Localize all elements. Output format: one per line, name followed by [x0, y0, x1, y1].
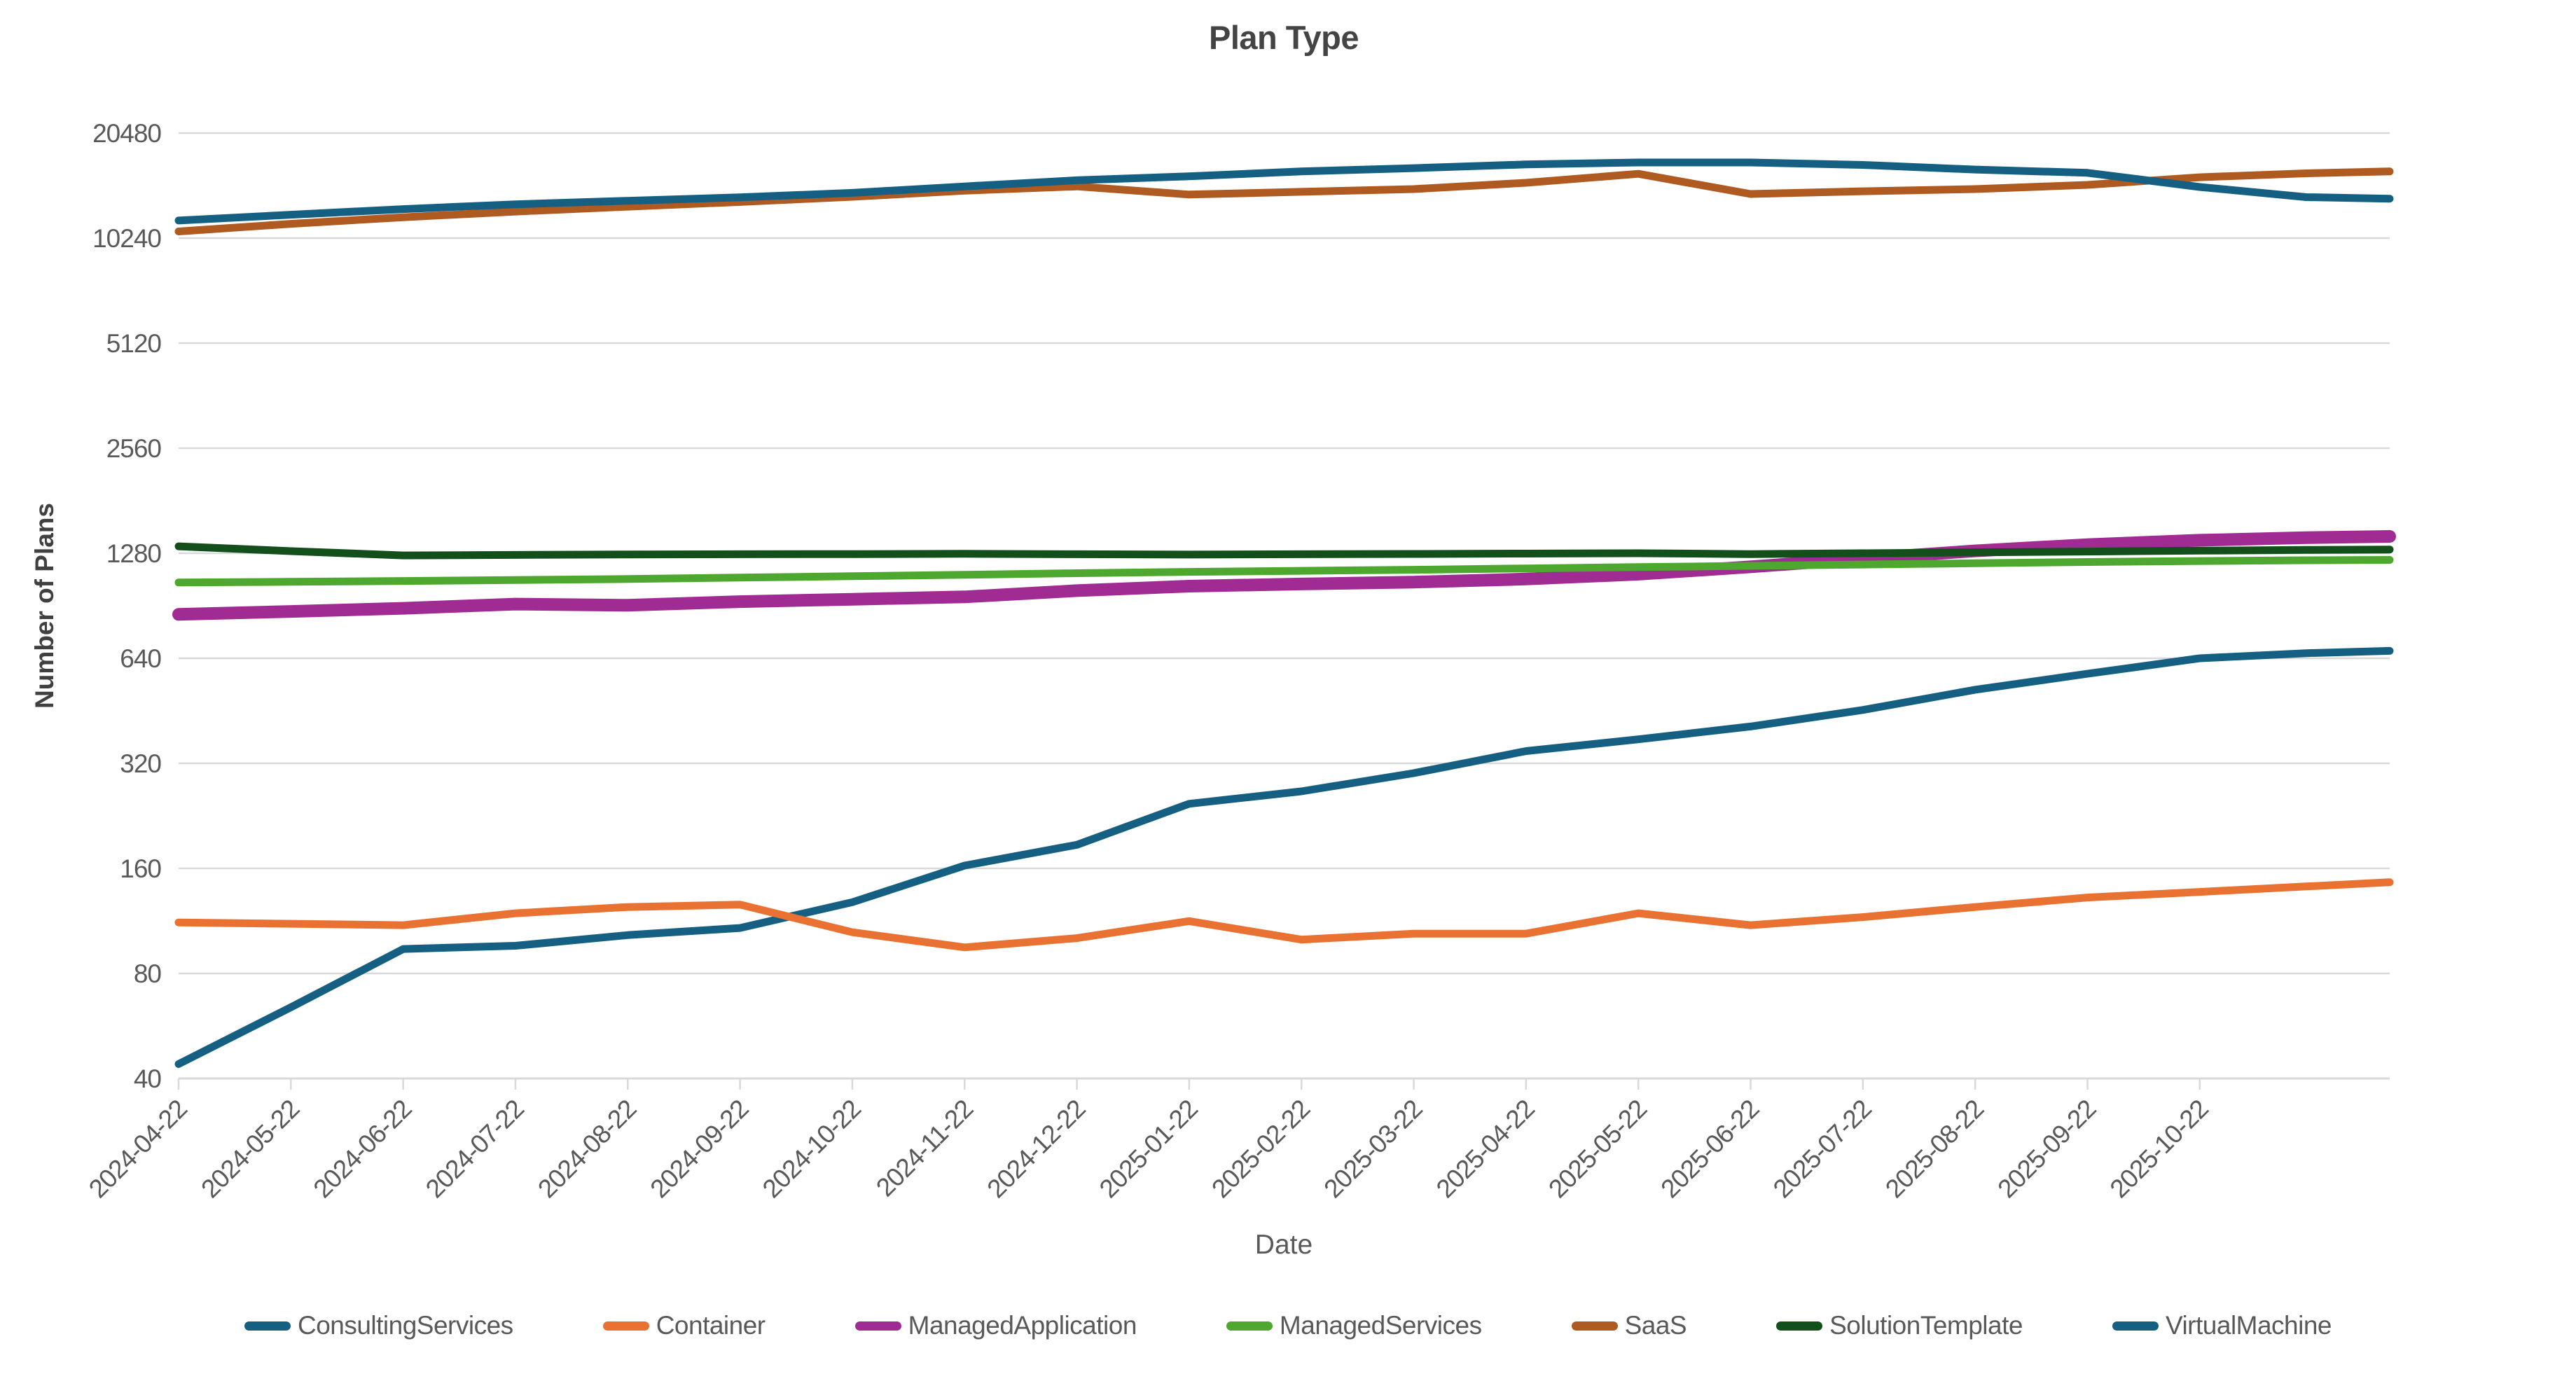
legend: ConsultingServices Container ManagedAppl… — [0, 1311, 2576, 1340]
x-tick-label: 2024-10-22 — [757, 1095, 866, 1204]
x-tick-label: 2025-03-22 — [1318, 1095, 1427, 1204]
series-line-saas[interactable] — [174, 167, 2394, 235]
legend-label: VirtualMachine — [2165, 1311, 2332, 1340]
legend-swatch-icon — [602, 1321, 649, 1331]
x-tick-label: 2025-09-22 — [1992, 1095, 2101, 1204]
x-tick-label: 2024-06-22 — [308, 1095, 417, 1204]
legend-item-virtualmachine[interactable]: VirtualMachine — [2112, 1311, 2332, 1340]
x-tick-label: 2025-01-22 — [1094, 1095, 1203, 1204]
x-tick-label: 2024-08-22 — [532, 1095, 642, 1204]
x-tick-label: 2024-05-22 — [195, 1095, 305, 1204]
y-tick-label: 1280 — [106, 539, 162, 568]
y-tick-label: 2560 — [106, 434, 162, 463]
legend-label: ManagedApplication — [908, 1311, 1137, 1340]
x-tick-label: 2025-02-22 — [1206, 1095, 1315, 1204]
x-tick-label: 2025-08-22 — [1880, 1095, 1989, 1204]
series-line-consultingservices[interactable] — [174, 646, 2394, 1068]
legend-swatch-icon — [2112, 1321, 2159, 1331]
x-tick-label: 2024-12-22 — [981, 1095, 1090, 1204]
series-line-virtualmachine[interactable] — [174, 158, 2394, 225]
chart-title: Plan Type — [1208, 19, 1359, 56]
series-line-container[interactable] — [174, 878, 2394, 952]
x-tick-label: 2024-09-22 — [645, 1095, 754, 1204]
x-tick-label: 2025-04-22 — [1431, 1095, 1540, 1204]
series-line-solutiontemplate[interactable] — [174, 542, 2394, 560]
series-line-managedapplication[interactable] — [172, 530, 2396, 621]
legend-swatch-icon — [1226, 1321, 1273, 1331]
legend-swatch-icon — [1776, 1321, 1823, 1331]
legend-item-saas[interactable]: SaaS — [1571, 1311, 1687, 1340]
y-tick-label: 40 — [134, 1064, 162, 1093]
legend-item-container[interactable]: Container — [602, 1311, 766, 1340]
x-axis-title: Date — [1254, 1230, 1313, 1260]
x-tick-label: 2025-05-22 — [1543, 1095, 1652, 1204]
legend-item-managedapplication[interactable]: ManagedApplication — [854, 1311, 1137, 1340]
y-tick-label: 20480 — [92, 119, 161, 148]
x-tick-label: 2025-10-22 — [2105, 1095, 2214, 1204]
legend-item-solutiontemplate[interactable]: SolutionTemplate — [1776, 1311, 2023, 1340]
x-tick-label: 2025-07-22 — [1768, 1095, 1877, 1204]
legend-swatch-icon — [1571, 1321, 1618, 1331]
y-tick-label: 80 — [134, 959, 162, 988]
legend-label: Container — [656, 1311, 766, 1340]
y-tick-label: 640 — [120, 644, 161, 673]
y-tick-label: 5120 — [106, 329, 162, 358]
legend-item-consultingservices[interactable]: ConsultingServices — [244, 1311, 513, 1340]
series-line-managedservices[interactable] — [174, 556, 2394, 587]
x-tick-label: 2024-04-22 — [83, 1095, 193, 1204]
legend-label: SaaS — [1624, 1311, 1687, 1340]
legend-swatch-icon — [244, 1321, 291, 1331]
legend-label: SolutionTemplate — [1829, 1311, 2023, 1340]
y-tick-label: 160 — [120, 854, 161, 883]
legend-item-managedservices[interactable]: ManagedServices — [1226, 1311, 1482, 1340]
legend-label: ConsultingServices — [297, 1311, 513, 1340]
x-tick-label: 2024-07-22 — [420, 1095, 529, 1204]
legend-swatch-icon — [854, 1321, 901, 1331]
x-tick-label: 2025-06-22 — [1655, 1095, 1764, 1204]
y-tick-label: 10240 — [92, 224, 161, 253]
y-tick-label: 320 — [120, 749, 161, 778]
x-tick-label: 2024-11-22 — [871, 1095, 978, 1202]
legend-label: ManagedServices — [1279, 1311, 1482, 1340]
